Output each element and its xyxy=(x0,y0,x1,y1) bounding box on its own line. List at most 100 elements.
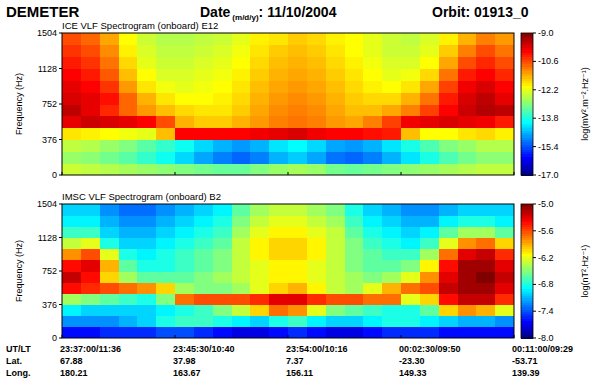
cell xyxy=(458,204,477,216)
cell xyxy=(100,92,119,104)
cell xyxy=(476,163,495,175)
colorbar-tick-label: -13.8 xyxy=(538,113,559,123)
cell xyxy=(307,151,326,163)
cell xyxy=(156,238,175,250)
cell xyxy=(119,204,138,216)
cell xyxy=(288,305,307,317)
cell xyxy=(119,282,138,294)
cell xyxy=(194,128,213,140)
cell xyxy=(458,327,477,338)
cell xyxy=(213,204,232,216)
cell xyxy=(269,80,288,92)
cell xyxy=(326,327,345,338)
cell xyxy=(156,204,175,216)
cell xyxy=(175,204,194,216)
y-tick-label: 376 xyxy=(42,135,57,145)
cell xyxy=(213,282,232,294)
cell xyxy=(439,151,458,163)
cell xyxy=(345,69,364,81)
cell xyxy=(62,128,81,140)
cell xyxy=(62,80,81,92)
cell xyxy=(439,249,458,261)
cell xyxy=(458,305,477,317)
cell xyxy=(420,116,439,128)
cell xyxy=(213,226,232,238)
cell xyxy=(476,238,495,250)
cell xyxy=(250,80,269,92)
cell xyxy=(119,271,138,283)
cell xyxy=(495,57,514,69)
cell xyxy=(250,327,269,338)
cell xyxy=(250,260,269,272)
colorbar-tick-label: -6.2 xyxy=(538,253,554,263)
cell xyxy=(213,116,232,128)
cell xyxy=(288,45,307,57)
cell xyxy=(495,92,514,104)
cell xyxy=(363,215,382,227)
cell xyxy=(476,305,495,317)
cell xyxy=(156,327,175,338)
cell xyxy=(194,316,213,328)
cell xyxy=(81,69,100,81)
cell xyxy=(81,92,100,104)
cell xyxy=(401,282,420,294)
cell xyxy=(439,215,458,227)
cell xyxy=(458,271,477,283)
cell xyxy=(307,238,326,250)
cell xyxy=(420,45,439,57)
x-tick xyxy=(62,335,63,338)
cell xyxy=(382,57,401,69)
cell xyxy=(288,327,307,338)
y-tick-label: 1504 xyxy=(37,199,57,209)
cell xyxy=(62,92,81,104)
figure: DEMETERDate(m/d/y): 11/10/2004Orbit: 019… xyxy=(0,0,600,383)
cell xyxy=(119,305,138,317)
panel-title: ICE VLF Spectrogram (onboard) E12 xyxy=(62,20,218,31)
cell xyxy=(100,33,119,45)
cell xyxy=(476,271,495,283)
footer-cell: 163.67 xyxy=(173,368,201,378)
cell xyxy=(382,33,401,45)
cell xyxy=(307,92,326,104)
y-tick xyxy=(59,139,62,140)
x-tick xyxy=(62,172,63,175)
cell xyxy=(250,140,269,152)
cell xyxy=(232,45,251,57)
cell xyxy=(345,92,364,104)
cell xyxy=(119,92,138,104)
cell xyxy=(382,116,401,128)
cell xyxy=(100,204,119,216)
cell xyxy=(119,80,138,92)
cell xyxy=(232,249,251,261)
cell xyxy=(213,293,232,305)
cell xyxy=(495,226,514,238)
cell xyxy=(100,163,119,175)
cell xyxy=(401,116,420,128)
cell xyxy=(156,215,175,227)
cell xyxy=(250,69,269,81)
cell xyxy=(439,316,458,328)
cell xyxy=(458,316,477,328)
cell xyxy=(194,116,213,128)
cells xyxy=(62,33,514,175)
cell xyxy=(326,45,345,57)
cell xyxy=(119,215,138,227)
cell xyxy=(326,116,345,128)
cell xyxy=(420,260,439,272)
cell xyxy=(307,215,326,227)
cell xyxy=(81,316,100,328)
cell xyxy=(213,249,232,261)
cell xyxy=(495,104,514,116)
cell xyxy=(232,116,251,128)
x-tick xyxy=(401,172,402,175)
cell xyxy=(62,151,81,163)
cell xyxy=(458,151,477,163)
cell xyxy=(119,33,138,45)
cell xyxy=(439,260,458,272)
cell xyxy=(213,271,232,283)
cell xyxy=(439,271,458,283)
cell xyxy=(458,128,477,140)
cell xyxy=(326,80,345,92)
cell xyxy=(420,163,439,175)
cell xyxy=(458,226,477,238)
